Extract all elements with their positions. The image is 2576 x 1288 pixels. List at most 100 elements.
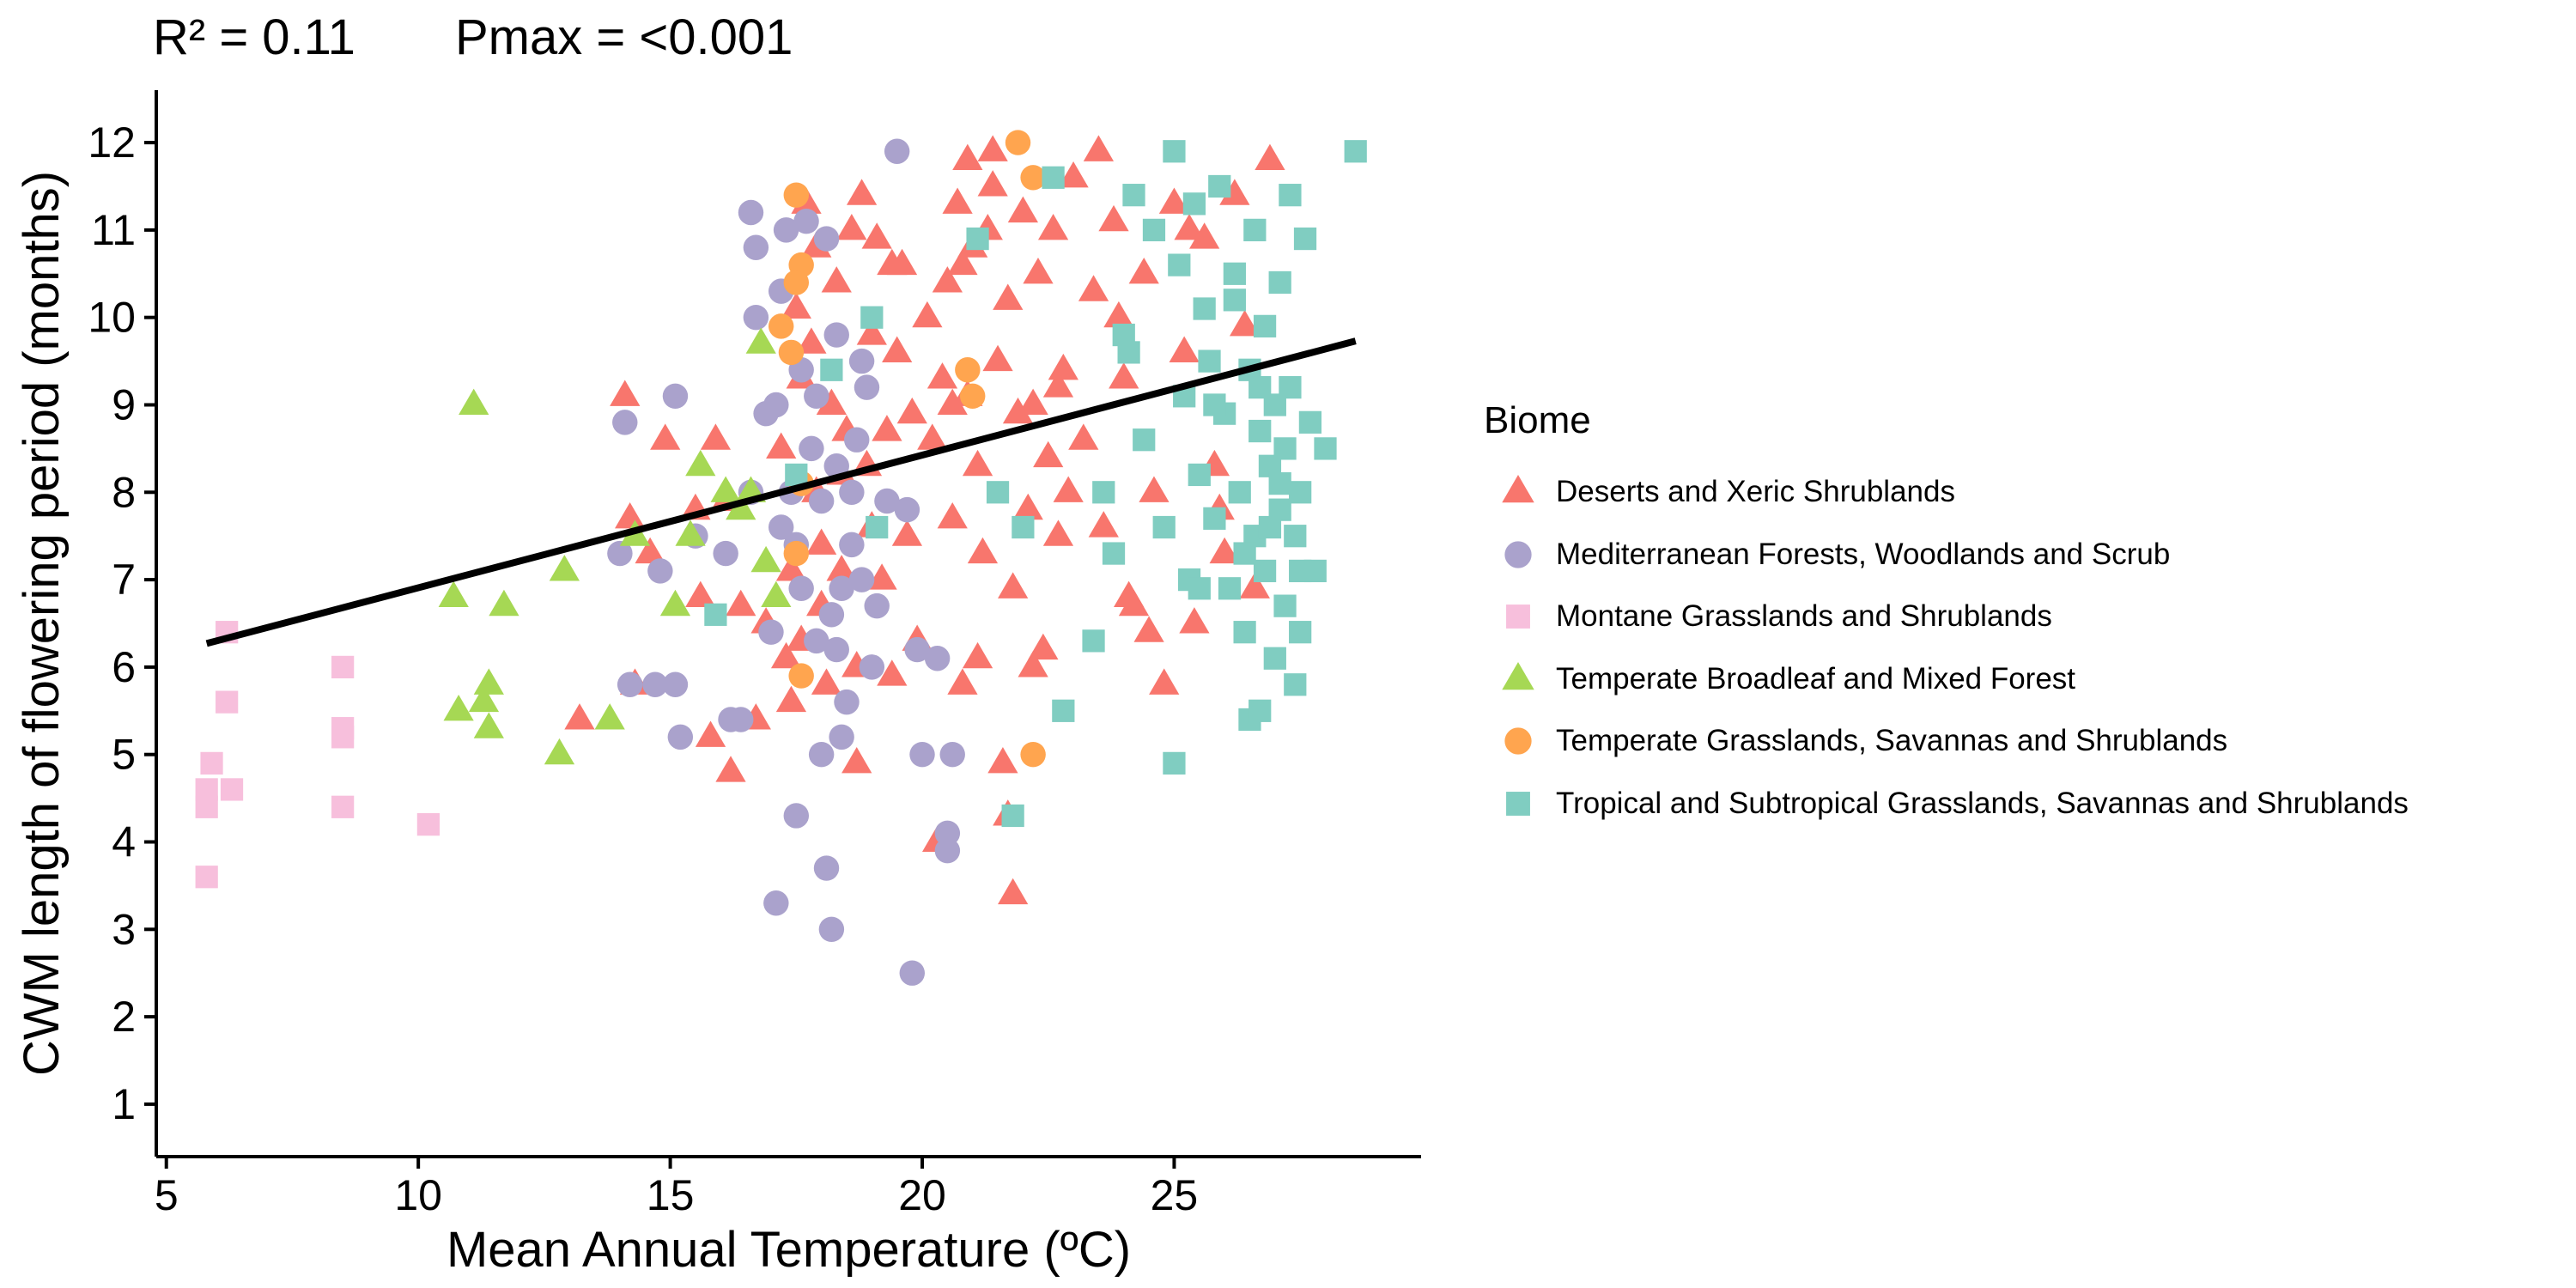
legend-marker-triangle — [1502, 662, 1534, 690]
legend-item-deserts-and-xeric-shrublands: Deserts and Xeric Shrublands — [1484, 461, 2409, 524]
data-point — [978, 135, 1008, 161]
data-point — [864, 593, 889, 618]
data-point — [417, 813, 440, 835]
data-point — [1273, 437, 1296, 459]
data-point — [814, 226, 839, 251]
data-point — [935, 838, 960, 863]
data-point — [895, 497, 920, 522]
x-tick-label: 25 — [1151, 1171, 1199, 1219]
data-point — [1249, 420, 1271, 442]
legend-key — [1484, 595, 1552, 638]
data-point — [820, 359, 842, 381]
data-point — [196, 778, 218, 800]
data-point — [1012, 516, 1034, 538]
data-point — [1084, 135, 1114, 161]
data-point — [819, 602, 844, 627]
data-point — [660, 590, 690, 616]
data-point — [489, 590, 519, 616]
data-point — [701, 423, 731, 449]
data-point — [1082, 629, 1104, 652]
data-point — [968, 538, 998, 563]
data-point — [647, 558, 672, 583]
data-point — [1163, 140, 1185, 162]
data-point — [1020, 742, 1045, 767]
data-point — [963, 450, 993, 476]
data-point — [925, 646, 950, 671]
data-point — [1038, 214, 1068, 240]
data-point — [221, 778, 243, 800]
data-point — [663, 672, 688, 697]
data-point — [1098, 205, 1128, 231]
data-point — [1008, 197, 1038, 222]
data-point — [763, 392, 788, 417]
legend-label: Tropical and Subtropical Grasslands, Sav… — [1556, 787, 2409, 821]
data-point — [1068, 423, 1098, 449]
y-tick-label: 10 — [88, 294, 136, 342]
data-point — [1229, 481, 1251, 503]
data-point — [927, 362, 957, 388]
data-point — [788, 663, 813, 688]
data-point — [663, 384, 688, 409]
data-point — [809, 489, 834, 513]
data-point — [844, 427, 869, 452]
legend-marker-square — [1506, 605, 1530, 629]
data-point — [836, 214, 866, 240]
legend-item-montane-grasslands-and-shrublands: Montane Grasslands and Shrublands — [1484, 586, 2409, 648]
data-point — [1273, 595, 1296, 617]
legend-key — [1484, 782, 1552, 825]
y-tick-label: 9 — [112, 380, 136, 428]
legend-item-mediterranean-forests-woodlands-and-scrub: Mediterranean Forests, Woodlands and Scr… — [1484, 524, 2409, 586]
data-point — [1163, 752, 1185, 775]
data-point — [1284, 673, 1306, 696]
data-point — [1208, 175, 1230, 197]
data-point — [439, 581, 469, 607]
data-point — [1143, 219, 1165, 241]
data-point — [947, 668, 977, 694]
data-point — [738, 200, 763, 225]
legend-item-temperate-broadleaf-and-mixed-forest: Temperate Broadleaf and Mixed Forest — [1484, 648, 2409, 711]
data-point — [1052, 700, 1074, 722]
data-point — [715, 756, 745, 781]
data-points — [196, 130, 1367, 986]
y-tick-label: 6 — [112, 643, 136, 691]
data-point — [841, 747, 872, 773]
data-point — [744, 235, 769, 260]
data-point — [938, 502, 968, 528]
legend-marker-triangle — [1502, 475, 1534, 502]
data-point — [1002, 805, 1024, 827]
data-point — [610, 380, 640, 405]
data-point — [1048, 354, 1078, 380]
y-tick-label: 8 — [112, 468, 136, 516]
data-point — [779, 340, 804, 365]
data-point — [963, 642, 993, 668]
data-point — [713, 541, 738, 566]
legend-items: Deserts and Xeric Shrublands Mediterranea… — [1484, 461, 2409, 835]
data-point — [474, 668, 504, 694]
data-point — [1194, 297, 1216, 319]
data-point — [685, 450, 715, 476]
data-point — [1289, 621, 1311, 643]
data-point — [766, 433, 796, 459]
data-point — [884, 139, 909, 164]
r-squared-label: R² = 0.11 — [153, 9, 355, 66]
x-axis-title: Mean Annual Temperature (ºC) — [447, 1222, 1131, 1278]
data-point — [784, 803, 809, 828]
data-point — [331, 656, 354, 678]
data-point — [784, 182, 809, 207]
legend-marker-circle — [1504, 541, 1531, 568]
data-point — [1013, 494, 1043, 519]
data-point — [1179, 607, 1209, 633]
data-point — [331, 726, 354, 748]
data-point — [1103, 301, 1133, 327]
legend: Biome Deserts and Xeric Shrublands Medite… — [1484, 399, 2409, 835]
data-point — [1284, 525, 1306, 547]
data-point — [998, 572, 1028, 598]
data-point — [1203, 393, 1225, 416]
data-point — [1018, 389, 1048, 415]
data-point — [1249, 376, 1271, 398]
data-point — [1183, 192, 1206, 215]
data-point — [615, 502, 645, 528]
data-point — [1289, 481, 1311, 503]
data-point — [196, 866, 218, 888]
y-tick-label: 2 — [112, 993, 136, 1041]
